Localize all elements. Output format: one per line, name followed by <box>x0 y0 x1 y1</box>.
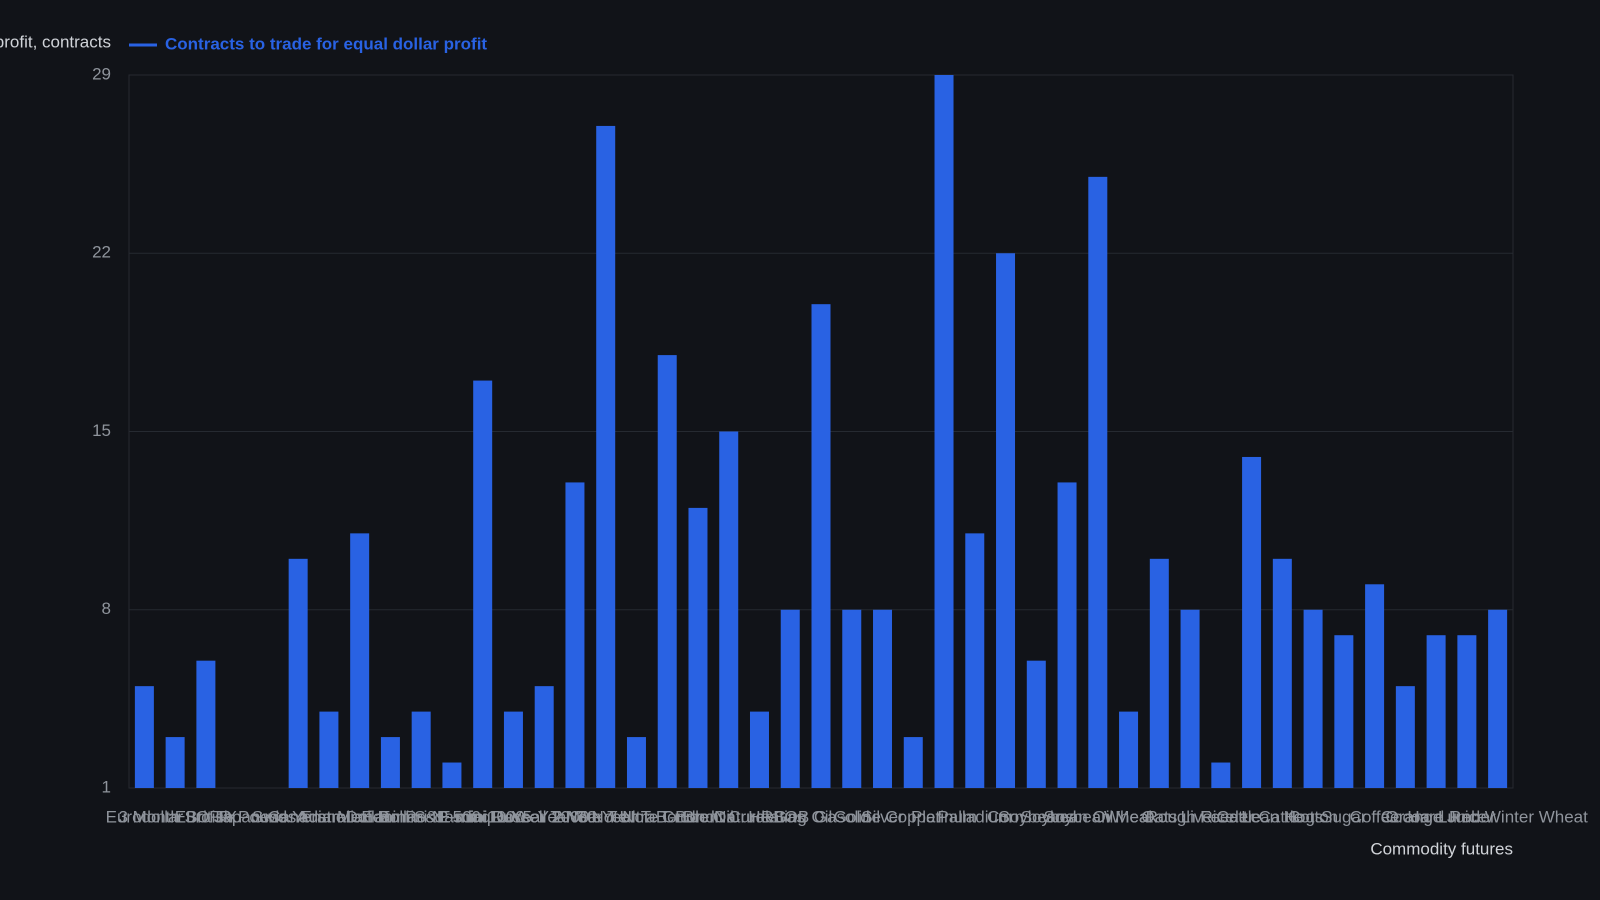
x-tick-label: Japanese Yen <box>214 807 321 826</box>
x-tick-label: Coffee <box>1350 807 1400 826</box>
bar <box>1395 686 1415 788</box>
bar <box>811 304 831 788</box>
bar <box>996 253 1016 788</box>
bar <box>473 380 493 788</box>
bar <box>965 533 985 788</box>
bar <box>1426 635 1446 788</box>
x-tick-label: E-mini Russell 2000 <box>438 807 589 826</box>
x-tick-label: Australian Dollar <box>297 807 422 826</box>
x-tick-label: Soybeans <box>998 807 1074 826</box>
bar <box>411 711 431 788</box>
x-tick-label: Corn <box>987 807 1024 826</box>
x-tick-label: Hard Red Winter Wheat <box>1407 807 1588 826</box>
x-tick-label: Soybean Oil <box>1021 807 1114 826</box>
y-axis-title: Contracts to trade for equal dollar prof… <box>0 32 111 51</box>
bar <box>934 75 954 788</box>
x-tick-label: Natural Gas <box>714 807 805 826</box>
bar <box>1242 456 1262 788</box>
bar <box>1488 609 1508 788</box>
bar <box>1057 482 1077 788</box>
x-tick-label: 30-Year T-Bond <box>577 807 695 826</box>
bar <box>165 737 185 788</box>
x-tick-label: Crude Oil <box>662 807 734 826</box>
x-tick-label: RBOB Gasoline <box>761 807 881 826</box>
x-tick-label: Heating Oil <box>748 807 832 826</box>
x-tick-label: 3 Month SOFR <box>118 807 231 826</box>
bar <box>503 711 523 788</box>
x-tick-label: Eurodollar <box>106 807 184 826</box>
bar <box>1088 176 1108 788</box>
x-tick-label: Wheat <box>1104 807 1153 826</box>
x-tick-label: Palladium <box>937 807 1012 826</box>
x-tick-label: Silver <box>861 807 904 826</box>
x-tick-label: Soybean Meal <box>1043 807 1152 826</box>
x-tick-label: Live Cattle <box>1181 807 1261 826</box>
bar <box>288 558 308 788</box>
bar <box>1149 558 1169 788</box>
y-tick-label: 22 <box>92 243 111 262</box>
bar <box>903 737 923 788</box>
x-tick-label: 10-Year T-Note <box>487 807 601 826</box>
bar <box>1211 762 1231 788</box>
bar <box>596 125 616 788</box>
bar <box>196 660 216 788</box>
bar <box>1119 711 1139 788</box>
x-tick-label: 5-Year T-Note <box>523 807 628 826</box>
x-tick-label: Feeder Cattle <box>1200 807 1303 826</box>
y-tick-label: 15 <box>92 421 111 440</box>
x-tick-label: Brent Crude <box>683 807 775 826</box>
y-tick-label: 8 <box>102 599 111 618</box>
bar <box>350 533 370 788</box>
x-tick-label: E-mini S&P 500 <box>361 807 481 826</box>
bar <box>1272 558 1292 788</box>
bar <box>565 482 585 788</box>
bar <box>380 737 400 788</box>
x-tick-label: E-mini Dow <box>439 807 527 826</box>
x-tick-label: 2-Year T-Note <box>553 807 658 826</box>
bar <box>319 711 339 788</box>
x-tick-label: Cotton <box>1288 807 1338 826</box>
bar <box>442 762 462 788</box>
bar <box>780 609 800 788</box>
x-tick-label: Canadian Dollar <box>268 807 390 826</box>
bar <box>1457 635 1477 788</box>
y-tick-label: 29 <box>92 64 111 83</box>
x-tick-label: Copper <box>885 807 941 826</box>
x-tick-label: Rough Rice <box>1146 807 1235 826</box>
bar <box>1026 660 1046 788</box>
bar <box>1334 635 1354 788</box>
legend-label: Contracts to trade for equal dollar prof… <box>165 34 487 53</box>
x-tick-label: Cocoa <box>1381 807 1431 826</box>
x-tick-label: E-mini Nasdaq-100 <box>379 807 525 826</box>
x-axis-title: Commodity futures <box>1370 839 1513 858</box>
bar <box>657 355 677 788</box>
bar <box>1365 584 1385 788</box>
bar <box>842 609 862 788</box>
x-tick-label: Lean Hogs <box>1241 807 1323 826</box>
x-tick-label: Ultra T-Bond <box>620 807 715 826</box>
x-tick-label: Mexican Peso <box>337 807 444 826</box>
x-tick-label: Sugar <box>1321 807 1367 826</box>
x-tick-label: Platinum <box>911 807 977 826</box>
y-tick-label: 1 <box>102 777 111 796</box>
bar <box>749 711 769 788</box>
bar <box>534 686 554 788</box>
x-tick-label: Orange Juice <box>1386 807 1487 826</box>
x-tick-label: Euro FX <box>175 807 237 826</box>
bar <box>626 737 646 788</box>
bar <box>1303 609 1323 788</box>
bar <box>1180 609 1200 788</box>
bar <box>719 431 739 788</box>
bar <box>688 507 708 788</box>
x-tick-label: Gold <box>834 807 870 826</box>
x-tick-label: Oats <box>1141 807 1177 826</box>
bar <box>134 686 154 788</box>
x-tick-label: Lumber <box>1438 807 1496 826</box>
x-tick-label: Swiss Franc <box>252 807 345 826</box>
bar <box>873 609 893 788</box>
x-tick-label: British Pound <box>186 807 287 826</box>
